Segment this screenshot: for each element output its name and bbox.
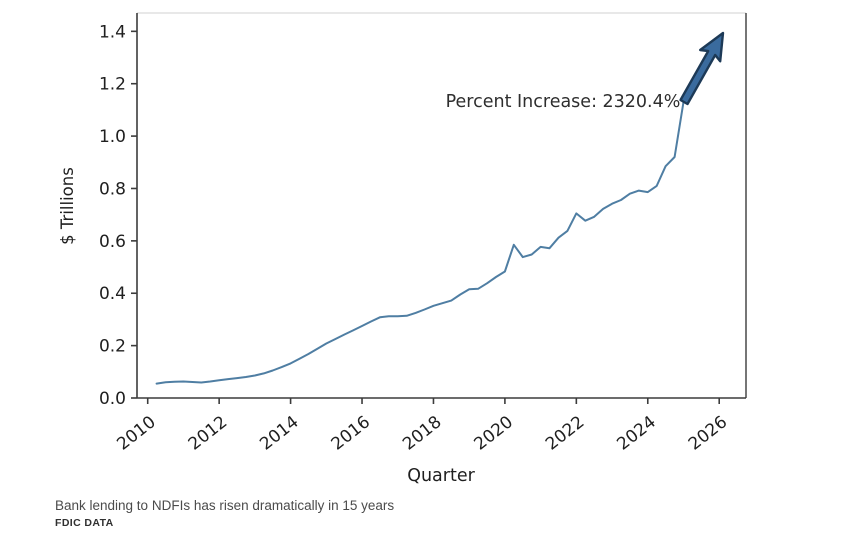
x-tick-label: 2020	[471, 412, 517, 454]
y-axis-title: $ Trillions	[58, 167, 77, 245]
x-tick-label: 2012	[185, 412, 231, 454]
figure-source: FDIC DATA	[55, 517, 114, 529]
y-tick-label: 0.0	[99, 389, 126, 409]
x-tick-label: 2016	[328, 412, 374, 454]
x-tick-label: 2022	[542, 412, 588, 454]
y-tick-label: 0.4	[99, 284, 126, 304]
x-tick-label: 2014	[256, 412, 302, 454]
x-tick-label: 2010	[113, 412, 159, 454]
figure-caption: Bank lending to NDFIs has risen dramatic…	[55, 498, 395, 513]
x-tick-label: 2024	[613, 412, 659, 454]
chart-figure: 0.0 0.2 0.4 0.6 0.8 1.0 1.2 1.4 2010 2012 2014 2016…	[58, 12, 747, 486]
y-tick-label: 1.2	[99, 75, 126, 95]
x-tick-label: 2018	[399, 412, 445, 454]
x-tick-label: 2026	[685, 412, 731, 454]
y-tick-label: 0.8	[99, 179, 126, 199]
y-tick-label: 0.6	[99, 232, 126, 252]
y-tick-label: 0.2	[99, 337, 126, 357]
annotation-text: Percent Increase: 2320.4%	[446, 92, 681, 112]
data-line	[155, 80, 694, 385]
y-tick-label: 1.4	[99, 22, 126, 42]
y-tick-label: 1.0	[99, 127, 126, 147]
line-chart: 0.0 0.2 0.4 0.6 0.8 1.0 1.2 1.4 2010 2012 2014 2016…	[58, 12, 747, 486]
x-axis-title: Quarter	[407, 466, 475, 486]
up-arrow-icon	[679, 31, 725, 106]
